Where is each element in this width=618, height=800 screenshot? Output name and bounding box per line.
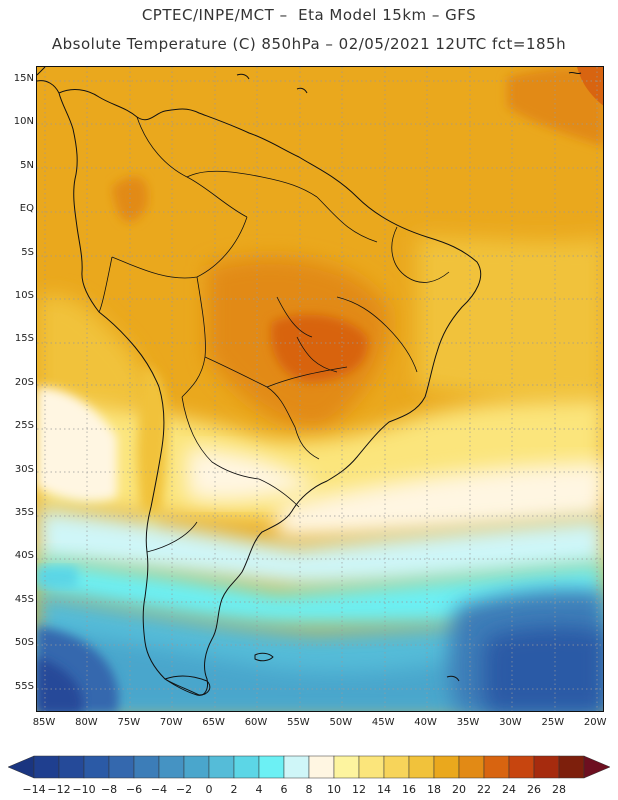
colorbar-swatch [208,755,235,779]
lat-label: 5S [21,246,34,258]
lon-label: 30W [499,717,522,728]
lat-label: EQ [19,203,34,215]
map-canvas [37,67,603,711]
colorbar-swatch [408,755,435,779]
colorbar-tick-label: 26 [527,783,541,796]
lon-label: 20W [583,717,607,728]
colorbar-tick-label: 6 [280,783,288,796]
colorbar-tick-label: 0 [205,783,213,796]
title-line-2: Absolute Temperature (C) 850hPa – 02/05/… [51,35,567,53]
lat-label: 20S [14,376,34,388]
colorbar-tick-label: 28 [552,783,566,796]
lat-label: 40S [14,550,34,562]
colorbar-tick-label: −6 [125,783,143,796]
colorbar-swatch [133,755,160,779]
lon-label: 25W [541,717,565,728]
colorbar-tick-label: 2 [230,783,238,796]
colorbar-tick-label: 8 [305,783,313,796]
central-america-coast [37,67,60,94]
colorbar-tick-label: 20 [452,783,466,796]
lat-label: 5N [20,159,34,171]
lon-label: 85W [32,717,56,728]
colorbar-tick-label: −2 [175,783,193,796]
lat-label: 50S [14,637,34,649]
lat-label: 15N [13,73,34,84]
lat-label: 30S [14,463,34,475]
colorbar-swatch [83,755,110,779]
lat-label: 45S [14,593,34,605]
colorbar-tick-label: −14 [22,783,46,796]
colorbar-tick-label: 22 [477,783,491,796]
lon-label: 80W [75,717,98,728]
colorbar-swatch [358,755,385,779]
colorbar-tick-label: 12 [352,783,366,796]
colorbar-swatch [433,755,460,779]
colorbar-swatch [508,755,535,779]
lat-label: 25S [14,420,34,432]
lat-label: 35S [14,507,34,518]
colorbar-swatch [483,755,510,779]
colorbar [8,755,610,779]
colorbar-swatch [383,755,410,779]
colorbar-tick-label: −4 [150,783,168,796]
lon-label: 55W [287,717,310,728]
lat-label: 55S [14,680,34,692]
colorbar-swatch [283,755,310,779]
colorbar-swatch [158,755,185,779]
title-line-1: CPTEC/INPE/MCT – Eta Model 15km – GFS [141,6,477,24]
lon-label: 50W [329,717,353,728]
colorbar-tick-label: 24 [502,783,516,796]
lat-label: 10S [14,290,34,301]
colorbar-swatch [233,755,260,779]
colorbar-tick-label: −8 [100,783,118,796]
colorbar-tick-label: 4 [255,783,263,796]
graticule [37,67,603,711]
colorbar-tick-label: 18 [427,783,441,796]
lon-label: 70W [159,717,183,728]
colorbar-swatch [33,755,60,779]
colorbar-swatch [108,755,135,779]
lon-label: 60W [244,717,268,728]
colorbar-tick-label: −12 [47,783,71,796]
lon-label: 65W [202,717,225,728]
tierra-del-fuego [164,675,211,696]
colorbar-swatch [258,755,285,779]
lat-label: 10N [13,116,34,128]
caribbean-islands [236,71,582,94]
colorbar-swatch [58,755,85,779]
colorbar-tick-label: 14 [377,783,391,796]
colorbar-tick-label: 16 [402,783,416,796]
lat-label: 15S [14,333,34,345]
political-borders [98,116,450,553]
colorbar-tick-label: 10 [327,783,341,796]
temperature-map [36,66,604,712]
colorbar-swatch [558,755,585,779]
colorbar-swatch [308,755,335,779]
lon-label: 75W [117,717,141,728]
colorbar-tick-label: −10 [72,783,96,796]
south-america-coast [58,89,482,696]
south-georgia [446,675,460,682]
lon-label: 45W [371,717,395,728]
colorbar-swatch [458,755,485,779]
lon-label: 40W [414,717,437,728]
colorbar-swatch [533,755,560,779]
colorbar-over-arrow [583,755,610,779]
falkland-islands [254,652,274,662]
coastlines [37,67,582,696]
lon-label: 35W [456,717,480,728]
colorbar-swatch [183,755,210,779]
colorbar-under-arrow [8,755,35,779]
temperature-field [37,67,603,711]
colorbar-swatch [333,755,360,779]
